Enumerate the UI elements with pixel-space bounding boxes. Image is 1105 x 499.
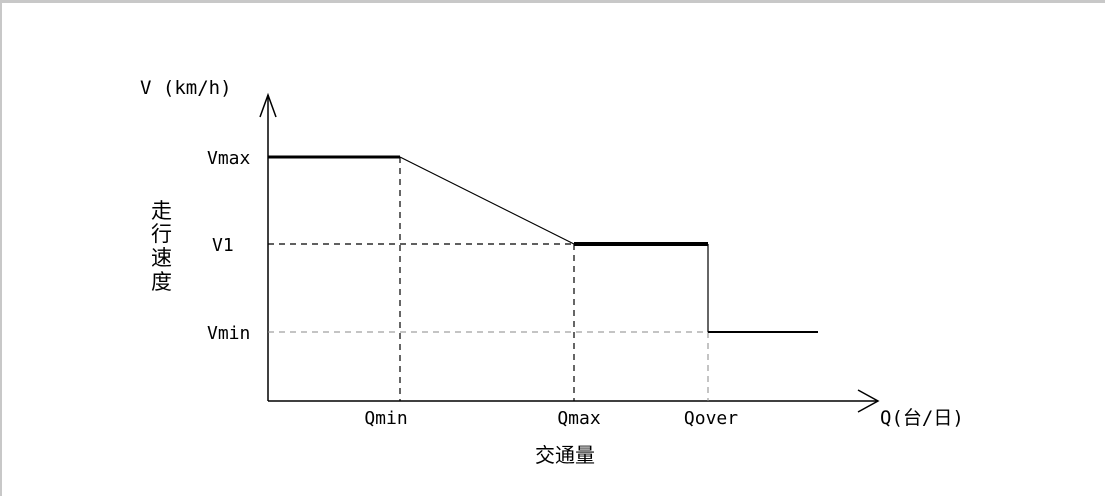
x-axis-label: Q(台/日) [880,407,964,429]
x-axis-arrowhead [857,389,880,413]
y-tick-vmin: Vmin [207,323,250,344]
x-tick-qmax: Qmax [557,408,601,429]
y-axis-arrowhead [259,92,277,118]
curve-slope-segment [399,156,575,245]
x-title: 交通量 [535,443,595,467]
x-tick-qmin: Qmin [364,408,407,429]
y-title-char: 速 [151,246,172,270]
x-tick-qover: Qover [684,408,738,429]
y-axis-label: V (km/h) [140,77,232,99]
y-title-char: 度 [151,270,172,294]
y-title-char: 走 [151,199,172,223]
y-title-char: 行 [151,222,172,246]
y-tick-v1: V1 [212,235,234,256]
y-tick-vmax: Vmax [207,148,251,169]
speed-flow-diagram: V (km/h) Q(台/日) 走 行 速 度 交通量 Vmax V1 Vmin… [140,77,964,467]
